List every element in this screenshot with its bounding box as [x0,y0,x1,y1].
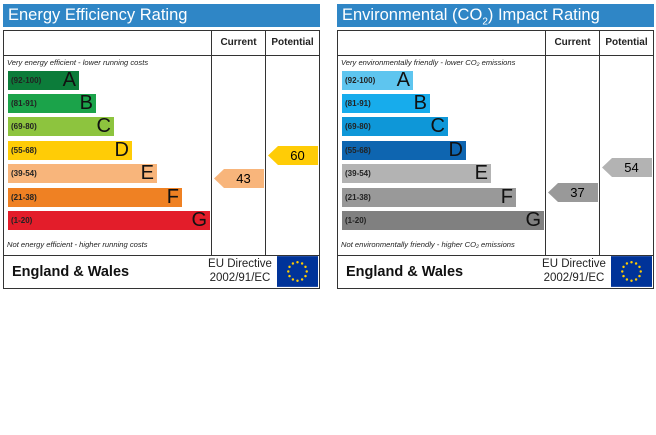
potential-rating-value: 54 [624,160,639,175]
band-b: (81-91) B [8,92,96,114]
panel-title-subscript: 2 [482,16,488,28]
rating-table: Current Potential Very energy efficient … [3,30,320,256]
bottom-note: Not energy efficient - higher running co… [7,240,148,249]
band-range: (69-80) [345,122,371,131]
potential-rating-arrow: 54 [602,158,652,177]
band-range: (92-100) [345,76,376,85]
band-range: (55-68) [345,146,371,155]
band-letter: F [166,186,179,208]
band-d: (55-68) D [342,139,466,161]
band-c: (69-80) C [342,115,448,137]
directive-line-2: 2002/91/EC [543,272,605,284]
band-letter: D [448,139,463,161]
header-divider [4,55,319,56]
band-range: (81-91) [11,99,37,108]
band-b: (81-91) B [342,92,430,114]
environmental-impact-panel: Environmental (CO2) Impact Rating Curren… [337,4,654,289]
bottom-note: Not environmentally friendly - higher CO… [341,240,515,249]
band-a: (92-100) A [8,69,79,91]
band-range: (21-38) [11,193,37,202]
band-range: (1-20) [11,216,33,225]
band-letter: A [396,69,410,91]
top-note: Very energy efficient - lower running co… [7,58,149,67]
band-a: (92-100) A [342,69,413,91]
band-letter: C [96,115,111,137]
column-divider [265,31,266,255]
band-letter: E [474,162,488,184]
panel-title: Environmental (CO2) Impact Rating [337,4,654,27]
eu-stars [287,261,308,282]
band-range: (1-20) [345,216,367,225]
header-divider [338,55,653,56]
band-f: (21-38) F [342,186,516,208]
band-g: (1-20) G [342,209,544,231]
country-label: England & Wales [346,264,464,280]
band-f: (21-38) F [8,186,182,208]
current-rating-arrow: 43 [214,169,264,188]
country-label: England & Wales [12,264,130,280]
band-letter: G [191,209,207,231]
column-divider [599,31,600,255]
directive-line-1: EU Directive [208,258,272,270]
band-letter: E [140,162,154,184]
eu-flag-icon [611,256,652,287]
band-letter: G [525,209,541,231]
band-letter: D [114,139,129,161]
band-letter: A [62,69,76,91]
panel-title: Energy Efficiency Rating [3,4,320,27]
current-rating-value: 43 [236,171,251,186]
band-letter: B [413,92,427,114]
eu-flag-icon [277,256,318,287]
panel-title-suffix: ) Impact Rating [487,6,600,24]
column-divider [211,31,212,255]
band-range: (92-100) [11,76,42,85]
directive-line-2: 2002/91/EC [209,272,271,284]
potential-column-header: Potential [271,37,314,48]
energy-efficiency-panel: Energy Efficiency Rating Current Potenti… [3,4,320,289]
band-c: (69-80) C [8,115,114,137]
band-letter: F [500,186,513,208]
directive-line-1: EU Directive [542,258,606,270]
potential-column-header: Potential [605,37,648,48]
current-rating-value: 37 [570,185,585,200]
potential-rating-arrow: 60 [268,146,318,165]
eu-directive: EU Directive 2002/91/EC [200,257,280,285]
band-letter: C [430,115,445,137]
band-range: (21-38) [345,193,371,202]
top-note: Very environmentally friendly - lower CO… [341,58,516,67]
column-divider [545,31,546,255]
current-column-header: Current [554,37,591,48]
band-g: (1-20) G [8,209,210,231]
current-rating-arrow: 37 [548,183,598,202]
band-e: (39-54) E [8,162,157,184]
eu-directive: EU Directive 2002/91/EC [534,257,614,285]
band-d: (55-68) D [8,139,132,161]
rating-table: Current Potential Very environmentally f… [337,30,654,256]
footer: England & Wales EU Directive 2002/91/EC [337,256,654,289]
band-range: (81-91) [345,99,371,108]
band-e: (39-54) E [342,162,491,184]
band-range: (39-54) [11,169,37,178]
eu-stars [621,261,642,282]
band-range: (69-80) [11,122,37,131]
current-column-header: Current [220,37,257,48]
band-letter: B [79,92,93,114]
footer: England & Wales EU Directive 2002/91/EC [3,256,320,289]
panel-title-prefix: Environmental (CO [342,6,483,24]
band-range: (39-54) [345,169,371,178]
band-range: (55-68) [11,146,37,155]
potential-rating-value: 60 [290,148,305,163]
